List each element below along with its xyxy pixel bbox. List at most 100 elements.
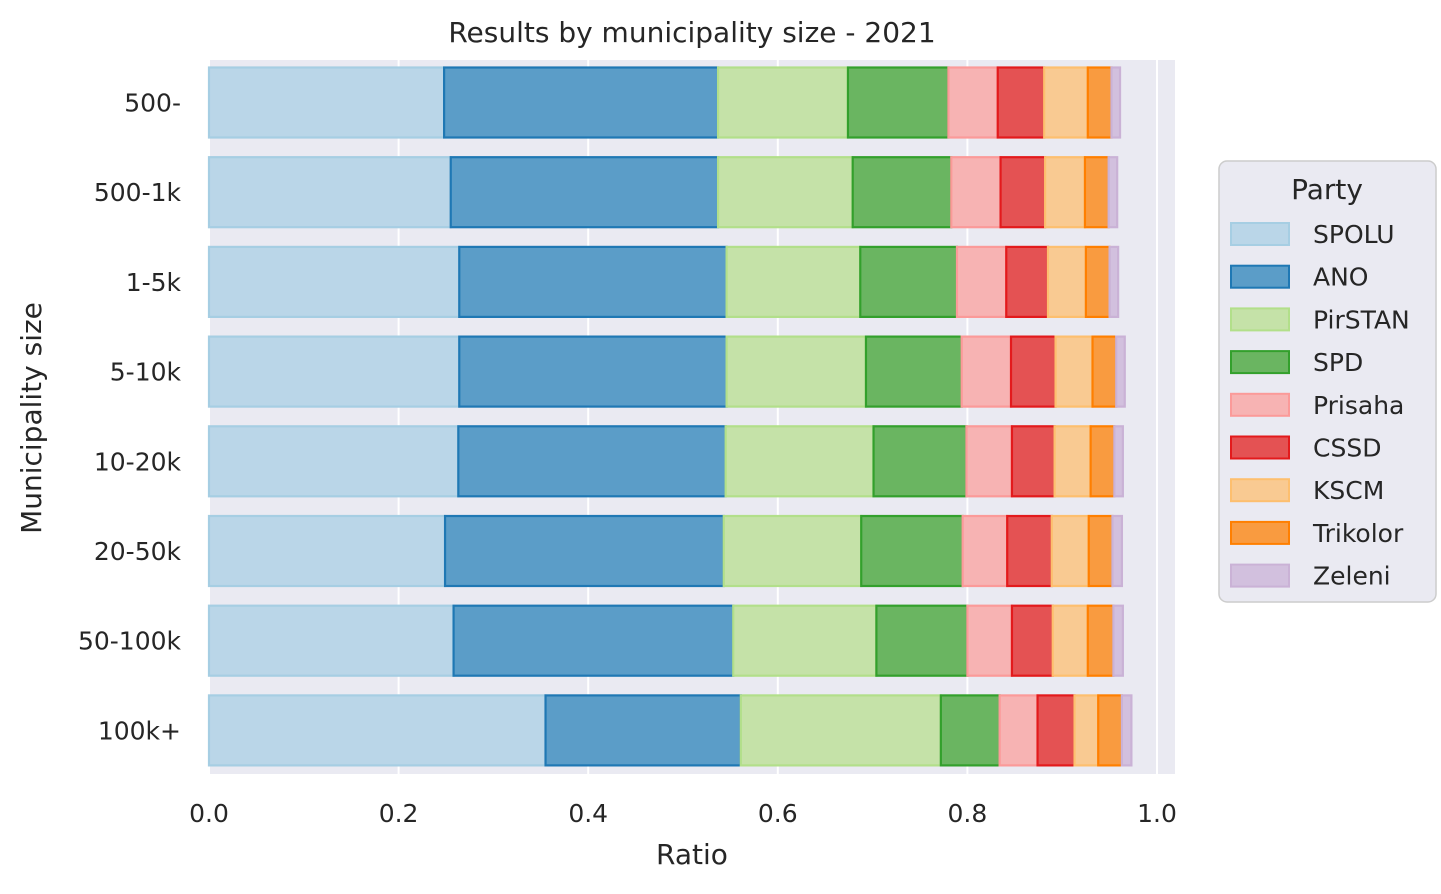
bar-cssd [1010,604,1054,677]
legend-swatch-cssd [1230,435,1290,460]
bar-ano [544,694,742,767]
legend: Party SPOLU ANO PirSTAN SPD Prisaha CSSD KSCM T… [1218,160,1437,603]
bar-prisaha [955,245,1008,318]
bar-spd [872,425,968,498]
bar-trikolor [1097,694,1124,767]
bar-kscm [1046,245,1087,318]
bar-spd [864,335,963,408]
bar-cssd [1009,335,1057,408]
bar-prisaha [961,514,1009,588]
legend-swatch-ano [1230,264,1290,289]
bar-spolu [207,335,461,408]
x-tick-label: 0.8 [948,799,988,828]
bar-cssd [999,156,1047,229]
bar-prisaha [950,156,1002,229]
y-tick-label: 500- [124,89,181,118]
legend-swatch-kscm [1230,478,1290,503]
x-tick-label: 0.6 [758,799,798,828]
bar-zeleni [1115,335,1126,408]
bar-cssd [1036,694,1076,767]
bar-kscm [1054,335,1094,408]
bar-trikolor [1087,514,1114,588]
bar-trikolor [1091,335,1118,408]
bar-prisaha [965,425,1014,498]
legend-label: ANO [1313,263,1368,292]
bar-pirstan [722,514,863,588]
y-tick-labels: 500- 500-1k 1-5k 5-10k 10-20k 20-50k 50-100k 10… [78,89,182,746]
bar-spolu [207,514,447,588]
bar-zeleni [1112,604,1124,677]
legend-label: PirSTAN [1313,305,1410,334]
bar-spd [846,66,950,139]
legend-label: CSSD [1313,434,1381,463]
bar-cssd [996,66,1046,139]
bar-pirstan [739,694,942,767]
x-tick-label: 0.2 [379,799,419,828]
bar-kscm [1053,425,1092,498]
legend-label: Trikolor [1312,519,1404,548]
bar-pirstan [724,425,875,498]
bar-ano [458,335,728,408]
legend-label: Zeleni [1313,562,1391,591]
legend-items: SPOLU ANO PirSTAN SPD Prisaha CSSD KSCM Trikolo… [1230,220,1410,591]
bar-cssd [1010,425,1056,498]
legend-label: KSCM [1313,476,1384,505]
bar-spolu [207,425,460,498]
bar-ano [452,604,735,677]
bar-cssd [1005,245,1050,318]
x-tick-label: 0.4 [568,799,608,828]
bar-zeleni [1107,156,1119,229]
y-tick-label: 10-20k [94,447,182,476]
x-tick-labels: 0.0 0.2 0.4 0.6 0.8 1.0 [189,799,1177,828]
bar-kscm [1050,514,1090,588]
bar-prisaha [998,694,1039,767]
bar-trikolor [1084,245,1111,318]
bar-prisaha [966,604,1014,677]
bar-zeleni [1110,66,1122,139]
bar-spolu [207,694,547,767]
y-tick-label: 500-1k [94,178,182,207]
bar-ano [443,66,720,139]
bar-spd [860,514,964,588]
x-tick-label: 0.0 [189,799,229,828]
bar-ano [458,245,728,318]
y-tick-label: 20-50k [94,537,182,566]
legend-swatch-prisaha [1230,392,1290,417]
bar-spolu [207,245,461,318]
bar-spd [859,245,959,318]
bars [207,66,1133,767]
legend-swatch-spd [1230,350,1290,375]
chart-title: Results by municipality size - 2021 [448,16,935,49]
bar-zeleni [1120,694,1133,767]
bar-trikolor [1086,604,1115,677]
legend-swatch-zeleni [1230,563,1290,588]
y-tick-label: 50-100k [78,627,182,656]
bar-zeleni [1108,245,1120,318]
bar-spd [851,156,953,229]
bar-spolu [207,66,446,139]
bar-pirstan [716,66,850,139]
bar-spolu [207,156,452,229]
bar-ano [449,156,720,229]
y-tick-label: 5-10k [110,358,182,387]
bar-pirstan [725,245,862,318]
bar-spolu [207,604,455,677]
bar-spd [875,604,969,677]
legend-label: SPD [1313,348,1363,377]
y-tick-label: 1-5k [126,268,182,297]
legend-swatch-spolu [1230,222,1290,246]
bar-cssd [1006,514,1053,588]
legend-label: Prisaha [1313,391,1404,420]
y-axis-label: Municipality size [15,302,48,534]
legend-swatch-trikolor [1230,520,1290,545]
bar-pirstan [716,156,854,229]
bar-spd [939,694,1001,767]
bar-prisaha [960,335,1013,408]
bar-pirstan [732,604,878,677]
bar-trikolor [1083,156,1110,229]
legend-label: SPOLU [1313,220,1395,249]
y-tick-label: 100k+ [98,716,181,745]
bar-pirstan [725,335,868,408]
